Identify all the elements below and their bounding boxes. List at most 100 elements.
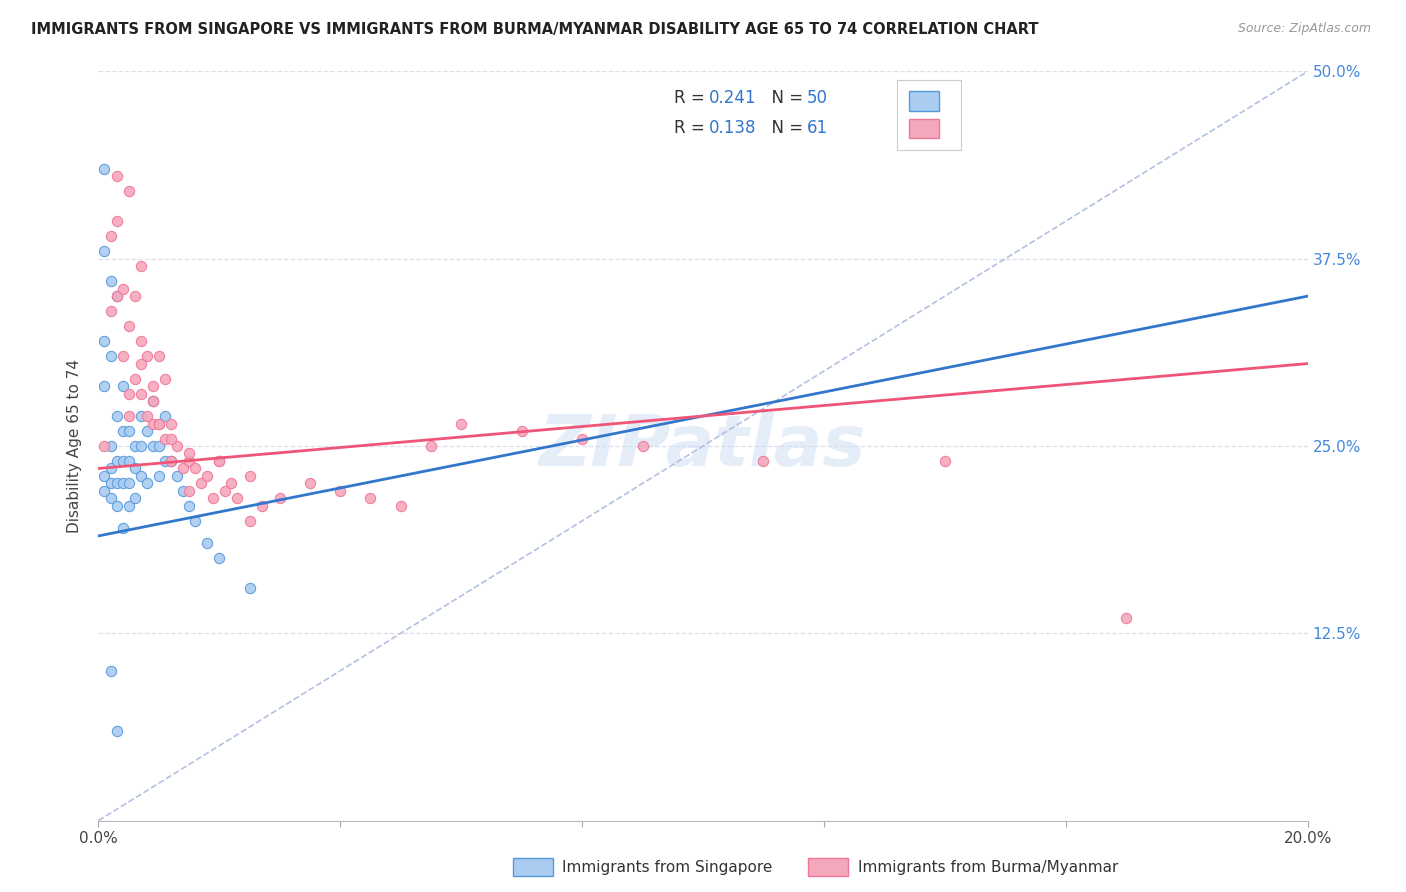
Point: [450, 417, 472, 431]
Point: [631, 439, 654, 453]
Text: IMMIGRANTS FROM SINGAPORE VS IMMIGRANTS FROM BURMA/MYANMAR DISABILITY AGE 65 TO : IMMIGRANTS FROM SINGAPORE VS IMMIGRANTS …: [31, 22, 1039, 37]
Point: [195, 469, 218, 483]
Point: [510, 424, 533, 438]
Point: [420, 439, 443, 453]
Point: [166, 469, 188, 483]
Point: [105, 214, 128, 228]
Point: [111, 521, 134, 535]
Point: [111, 424, 134, 438]
Text: ZIPatlas: ZIPatlas: [540, 411, 866, 481]
Point: [360, 491, 382, 506]
Point: [184, 461, 207, 475]
Point: [208, 551, 231, 566]
Point: [172, 483, 194, 498]
Point: [118, 319, 141, 334]
Point: [100, 349, 122, 363]
Point: [93, 483, 115, 498]
Point: [124, 371, 146, 385]
Legend: , : ,: [897, 79, 960, 150]
Point: [105, 409, 128, 423]
Point: [111, 282, 134, 296]
Point: [239, 582, 262, 596]
Point: [190, 476, 212, 491]
Point: [100, 664, 122, 678]
Point: [195, 536, 218, 550]
Point: [105, 169, 128, 184]
Point: [250, 499, 273, 513]
Point: [239, 514, 262, 528]
Text: Immigrants from Singapore: Immigrants from Singapore: [562, 861, 773, 875]
Point: [129, 334, 152, 348]
Text: N =: N =: [761, 119, 808, 136]
Point: [118, 409, 141, 423]
Point: [208, 454, 231, 468]
Point: [142, 394, 165, 409]
Point: [153, 432, 176, 446]
Point: [226, 491, 249, 506]
Point: [135, 349, 157, 363]
Point: [153, 454, 176, 468]
Point: [148, 349, 170, 363]
Point: [208, 454, 231, 468]
Point: [129, 357, 152, 371]
Point: [135, 409, 157, 423]
Point: [142, 439, 165, 453]
Point: [93, 244, 115, 259]
Text: Immigrants from Burma/Myanmar: Immigrants from Burma/Myanmar: [858, 861, 1118, 875]
Point: [105, 476, 128, 491]
Point: [389, 499, 412, 513]
Point: [118, 386, 141, 401]
Point: [148, 417, 170, 431]
Point: [214, 483, 236, 498]
Point: [118, 184, 141, 198]
Point: [184, 514, 207, 528]
Point: [100, 229, 122, 244]
Point: [148, 469, 170, 483]
Point: [111, 476, 134, 491]
Y-axis label: Disability Age 65 to 74: Disability Age 65 to 74: [67, 359, 83, 533]
Point: [129, 259, 152, 273]
Point: [111, 379, 134, 393]
Point: [239, 469, 262, 483]
Point: [129, 439, 152, 453]
Text: R =: R =: [673, 119, 710, 136]
Point: [93, 469, 115, 483]
Point: [93, 439, 115, 453]
Point: [752, 454, 775, 468]
Point: [105, 454, 128, 468]
Point: [105, 499, 128, 513]
Point: [1115, 611, 1137, 625]
Point: [329, 483, 352, 498]
Point: [100, 461, 122, 475]
Point: [160, 454, 183, 468]
Point: [221, 476, 243, 491]
Text: 0.138: 0.138: [709, 119, 756, 136]
Text: 0.241: 0.241: [709, 89, 756, 107]
Point: [179, 483, 201, 498]
Point: [153, 371, 176, 385]
Point: [135, 476, 157, 491]
Point: [148, 439, 170, 453]
Text: 50: 50: [807, 89, 828, 107]
Point: [100, 304, 122, 318]
Point: [124, 461, 146, 475]
Point: [148, 417, 170, 431]
Text: N =: N =: [761, 89, 808, 107]
Point: [100, 439, 122, 453]
Point: [166, 439, 188, 453]
Point: [105, 289, 128, 303]
Text: Source: ZipAtlas.com: Source: ZipAtlas.com: [1237, 22, 1371, 36]
Point: [299, 476, 322, 491]
Point: [118, 476, 141, 491]
Point: [172, 461, 194, 475]
Point: [118, 499, 141, 513]
Point: [269, 491, 291, 506]
Point: [202, 491, 225, 506]
Text: 61: 61: [807, 119, 828, 136]
Point: [142, 379, 165, 393]
Point: [153, 409, 176, 423]
Point: [129, 469, 152, 483]
Point: [111, 349, 134, 363]
Point: [135, 424, 157, 438]
Point: [105, 723, 128, 738]
